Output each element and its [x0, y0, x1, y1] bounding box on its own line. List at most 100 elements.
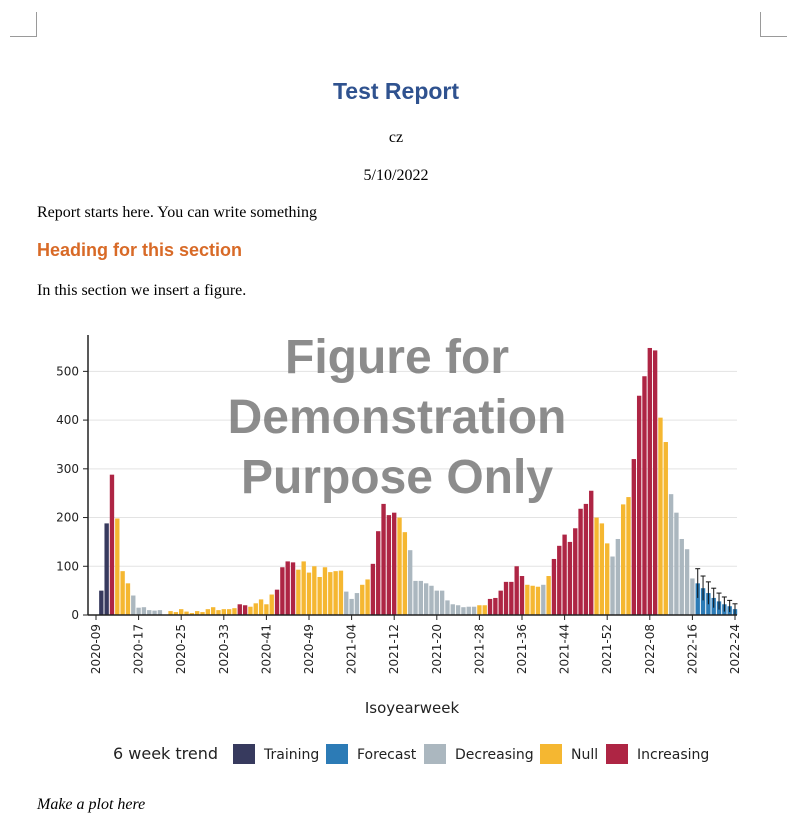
- bar-decreasing: [450, 604, 455, 615]
- bar-decreasing: [455, 605, 461, 615]
- x-tick-label: 2020-25: [174, 624, 188, 674]
- bar-decreasing: [429, 585, 434, 615]
- legend-item-forecast: Forecast: [326, 744, 417, 764]
- bar-null: [216, 610, 221, 615]
- x-tick-label: 2020-17: [132, 624, 146, 674]
- x-tick-label: 2022-24: [728, 624, 742, 674]
- bar-null: [115, 518, 120, 615]
- bar-null: [200, 612, 205, 615]
- legend-swatch: [326, 744, 348, 764]
- bar-increasing: [642, 376, 647, 615]
- bar-null: [594, 517, 599, 615]
- bar-null: [663, 442, 668, 615]
- bar-increasing: [280, 567, 285, 615]
- bar-increasing: [242, 605, 248, 615]
- legend-item-decreasing: Decreasing: [424, 744, 534, 764]
- x-tick-label: 2022-08: [643, 624, 657, 674]
- crop-mark-top-left: [10, 12, 37, 37]
- legend-item-null: Null: [540, 744, 598, 764]
- x-tick-label: 2021-52: [600, 624, 614, 674]
- document-date: 5/10/2022: [363, 167, 429, 184]
- bar-decreasing: [541, 584, 546, 615]
- bar-null: [184, 611, 189, 615]
- y-tick-label: 100: [56, 559, 79, 573]
- bar-increasing: [487, 598, 493, 615]
- bar-increasing: [578, 508, 583, 615]
- bar-increasing: [498, 590, 503, 615]
- x-tick-label: 2021-04: [345, 624, 359, 674]
- bar-null: [322, 567, 328, 615]
- bar-increasing: [551, 558, 557, 615]
- bar-decreasing: [610, 556, 615, 615]
- bar-decreasing: [684, 549, 690, 615]
- bar-decreasing: [445, 600, 450, 615]
- bar-null: [168, 611, 173, 615]
- bar-increasing: [285, 561, 290, 615]
- legend-label: Training: [263, 747, 319, 763]
- bar-decreasing: [418, 580, 424, 615]
- bar-null: [226, 609, 232, 615]
- bar-null: [482, 605, 487, 615]
- x-tick-label: 2020-33: [217, 624, 231, 674]
- bar-increasing: [386, 515, 392, 615]
- watermark-line: Purpose Only: [241, 451, 553, 504]
- bar-null: [248, 606, 253, 615]
- bar-increasing: [514, 566, 519, 615]
- crop-mark-top-right: [760, 12, 787, 37]
- bar-null: [258, 599, 264, 615]
- bar-decreasing: [147, 610, 152, 615]
- x-tick-label: 2021-20: [430, 624, 444, 674]
- y-tick-label: 400: [56, 413, 79, 427]
- bar-decreasing: [690, 578, 695, 615]
- legend-swatch: [606, 744, 628, 764]
- chart-legend: 6 week trend Training Forecast Decreasing Nu…: [113, 744, 709, 764]
- bar-null: [360, 584, 365, 615]
- bar-forecast: [700, 588, 706, 615]
- intro-paragraph: Report starts here. You can write someth…: [37, 204, 317, 221]
- bar-decreasing: [668, 494, 674, 615]
- y-axis: 0 100 200 300 400 500: [56, 335, 89, 622]
- bar-increasing: [381, 503, 386, 615]
- bar-increasing: [237, 604, 242, 615]
- legend-label: Forecast: [357, 747, 417, 763]
- legend-label: Increasing: [637, 747, 709, 763]
- bar-decreasing: [157, 610, 163, 615]
- bar-increasing: [519, 576, 525, 615]
- bar-decreasing: [466, 606, 471, 615]
- bar-null: [312, 566, 317, 615]
- document-author: cz: [388, 129, 404, 146]
- x-axis: 2020-09 2020-17 2020-25 2020-33 2020-41 2020-…: [88, 614, 742, 674]
- legend-label: Null: [571, 747, 598, 763]
- bar-decreasing: [471, 606, 477, 615]
- y-tick-label: 500: [56, 364, 79, 378]
- watermark-line: Figure for: [285, 331, 509, 384]
- bar-null: [189, 613, 195, 615]
- x-tick-label: 2021-28: [472, 624, 486, 674]
- legend-label: Decreasing: [455, 747, 534, 763]
- bar-null: [179, 609, 184, 615]
- bar-null: [194, 611, 200, 615]
- x-tick-label: 2021-44: [558, 624, 572, 674]
- bar-decreasing: [413, 580, 418, 615]
- bar-null: [205, 609, 211, 615]
- y-tick-label: 0: [71, 608, 79, 622]
- legend-swatch: [233, 744, 255, 764]
- bar-null: [599, 523, 605, 615]
- legend-swatch: [540, 744, 562, 764]
- bar-decreasing: [615, 538, 621, 615]
- bar-null: [338, 570, 344, 615]
- bar-null: [397, 517, 402, 615]
- bar-null: [620, 504, 626, 615]
- bar-decreasing: [152, 610, 157, 615]
- bar-null: [232, 608, 237, 615]
- bar-null: [658, 417, 663, 615]
- bar-decreasing: [349, 598, 354, 615]
- bar-null: [296, 569, 301, 615]
- bar-increasing: [503, 581, 509, 615]
- watermark: Figure for Demonstration Purpose Only: [228, 331, 567, 504]
- bar-null: [173, 612, 179, 615]
- bar-training: [104, 523, 109, 615]
- bar-null: [605, 543, 610, 615]
- bar-increasing: [509, 581, 514, 615]
- bar-decreasing: [674, 512, 679, 615]
